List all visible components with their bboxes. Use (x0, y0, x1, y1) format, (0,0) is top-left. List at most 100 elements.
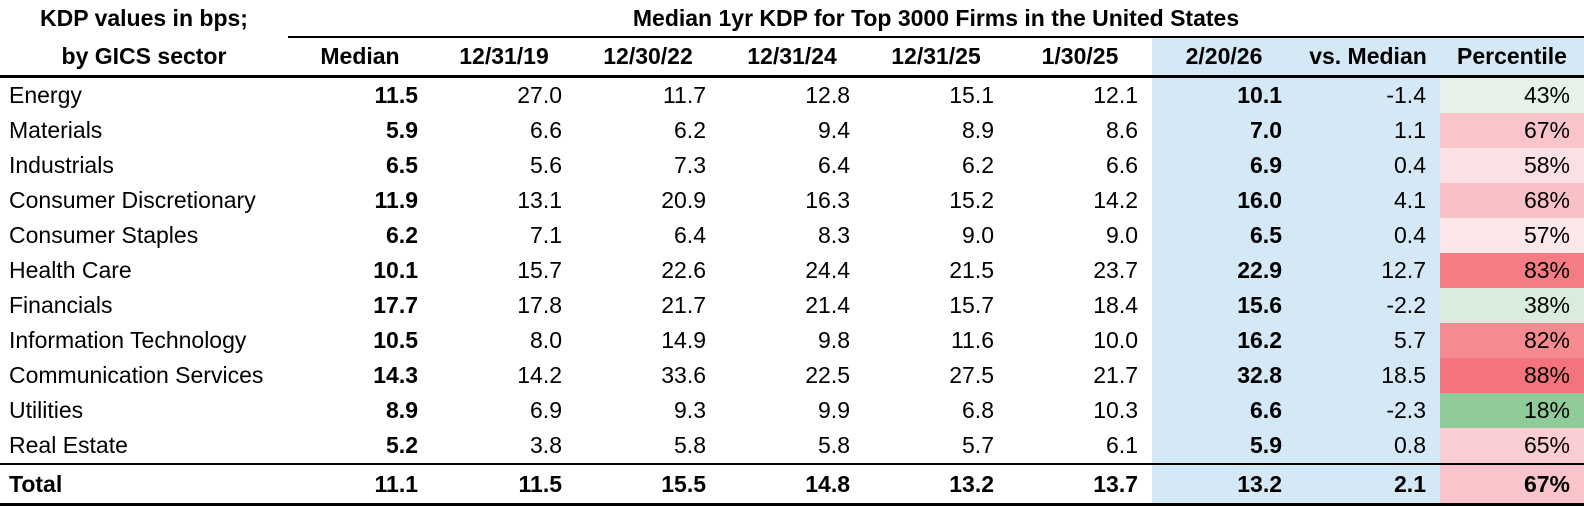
value-cell-12-31-25: 15.1 (949, 82, 994, 108)
value-cell-12-30-22: 5.8 (674, 432, 706, 458)
percentile-cell: 43% (1440, 76, 1584, 113)
vs-median-cell: 2.1 (1296, 463, 1440, 506)
value-cell-12-31-24: 21.4 (805, 292, 850, 318)
latest-value-cell: 22.9 (1152, 253, 1296, 288)
value-cell-12-31-25: 9.0 (962, 222, 994, 248)
value-cell-12-31-24: 12.8 (805, 82, 850, 108)
value-cell-12-31-25: 15.2 (949, 187, 994, 213)
table-row: Industrials 6.5 5.6 7.3 6.4 6.2 6.6 6.9 … (0, 148, 1584, 183)
sector-cell: Industrials (9, 152, 114, 178)
value-cell-1-30-25: 8.6 (1106, 117, 1138, 143)
value-cell-12-31-24: 6.4 (818, 152, 850, 178)
table-row: Total 11.1 11.5 15.5 14.8 13.2 13.7 13.2… (0, 463, 1584, 506)
value-cell-12-31-19: 13.1 (517, 187, 562, 213)
value-cell-12-31-24: 16.3 (805, 187, 850, 213)
table-row: Health Care 10.1 15.7 22.6 24.4 21.5 23.… (0, 253, 1584, 288)
value-cell-12-31-24: 24.4 (805, 257, 850, 283)
value-cell-1-30-25: 23.7 (1093, 257, 1138, 283)
value-cell-12-30-22: 33.6 (661, 362, 706, 388)
value-cell-12-30-22: 20.9 (661, 187, 706, 213)
value-cell-12-31-25: 5.7 (962, 432, 994, 458)
table-row: Utilities 8.9 6.9 9.3 9.9 6.8 10.3 6.6 -… (0, 393, 1584, 428)
title-row: KDP values in bps; Median 1yr KDP for To… (0, 0, 1584, 38)
value-cell-12-31-24: 9.4 (818, 117, 850, 143)
corner-label-line2: by GICS sector (0, 37, 288, 78)
value-cell-12-31-25: 11.6 (950, 327, 994, 353)
latest-value-cell: 16.2 (1152, 323, 1296, 358)
table-row: Information Technology 10.5 8.0 14.9 9.8… (0, 323, 1584, 358)
sector-cell: Consumer Staples (9, 222, 199, 248)
value-cell-12-31-24: 14.8 (720, 463, 864, 506)
col-header-2-20-26: 2/20/26 (1152, 37, 1296, 78)
value-cell-1-30-25: 9.0 (1106, 222, 1138, 248)
median-cell: 6.5 (386, 152, 418, 178)
vs-median-cell: 4.1 (1296, 183, 1440, 218)
value-cell-12-31-25: 6.8 (962, 397, 994, 423)
value-cell-12-31-25: 8.9 (962, 117, 994, 143)
value-cell-12-31-25: 21.5 (949, 257, 994, 283)
col-header-12-30-22: 12/30/22 (576, 37, 720, 78)
value-cell-12-31-19: 6.6 (530, 117, 562, 143)
value-cell-12-31-24: 9.9 (818, 397, 850, 423)
corner-label-line1: KDP values in bps; (40, 5, 248, 31)
table-row: Real Estate 5.2 3.8 5.8 5.8 5.7 6.1 5.9 … (0, 428, 1584, 464)
median-cell: 10.5 (373, 327, 418, 353)
sector-cell: Materials (9, 117, 103, 143)
table-row: Consumer Staples 6.2 7.1 6.4 8.3 9.0 9.0… (0, 218, 1584, 253)
latest-value-cell: 16.0 (1152, 183, 1296, 218)
percentile-cell: 67% (1440, 463, 1584, 506)
table-row: Consumer Discretionary 11.9 13.1 20.9 16… (0, 183, 1584, 218)
value-cell-12-30-22: 7.3 (674, 152, 706, 178)
value-cell-12-31-19: 8.0 (530, 327, 562, 353)
sector-cell: Total (0, 463, 288, 506)
latest-value-cell: 5.9 (1152, 428, 1296, 464)
col-header-12-31-25: 12/31/25 (864, 37, 1008, 78)
latest-value-cell: 32.8 (1152, 358, 1296, 393)
value-cell-12-30-22: 11.7 (662, 82, 706, 108)
latest-value-cell: 15.6 (1152, 288, 1296, 323)
sector-cell: Health Care (9, 257, 132, 283)
value-cell-12-31-19: 15.7 (517, 257, 562, 283)
value-cell-12-31-24: 9.8 (818, 327, 850, 353)
vs-median-cell: 0.4 (1296, 218, 1440, 253)
sector-cell: Real Estate (9, 432, 128, 458)
table-row: Materials 5.9 6.6 6.2 9.4 8.9 8.6 7.0 1.… (0, 113, 1584, 148)
value-cell-1-30-25: 6.6 (1106, 152, 1138, 178)
value-cell-1-30-25: 18.4 (1093, 292, 1138, 318)
column-header-row: by GICS sector Median 12/31/19 12/30/22 … (0, 37, 1584, 78)
table-row: Energy 11.5 27.0 11.7 12.8 15.1 12.1 10.… (0, 76, 1584, 113)
value-cell-12-31-25: 15.7 (949, 292, 994, 318)
table-body: Energy 11.5 27.0 11.7 12.8 15.1 12.1 10.… (0, 76, 1584, 506)
latest-value-cell: 6.6 (1152, 393, 1296, 428)
value-cell-12-30-22: 9.3 (674, 397, 706, 423)
sector-cell: Consumer Discretionary (9, 187, 256, 213)
sector-cell: Energy (9, 82, 82, 108)
vs-median-cell: 1.1 (1296, 113, 1440, 148)
table-row: Financials 17.7 17.8 21.7 21.4 15.7 18.4… (0, 288, 1584, 323)
median-cell: 8.9 (386, 397, 418, 423)
median-cell: 5.2 (386, 432, 418, 458)
vs-median-cell: -2.3 (1296, 393, 1440, 428)
latest-value-cell: 6.5 (1152, 218, 1296, 253)
value-cell-12-31-25: 6.2 (962, 152, 994, 178)
value-cell-12-31-24: 8.3 (818, 222, 850, 248)
latest-value-cell: 13.2 (1152, 463, 1296, 506)
value-cell-12-31-25: 27.5 (949, 362, 994, 388)
value-cell-12-30-22: 15.5 (576, 463, 720, 506)
percentile-cell: 82% (1440, 323, 1584, 358)
vs-median-cell: 0.4 (1296, 148, 1440, 183)
median-cell: 6.2 (386, 222, 418, 248)
median-cell: 11.5 (374, 82, 419, 108)
median-cell: 5.9 (386, 117, 418, 143)
table-title: Median 1yr KDP for Top 3000 Firms in the… (288, 0, 1584, 38)
value-cell-12-31-19: 27.0 (517, 82, 562, 108)
col-header-1-30-25: 1/30/25 (1008, 37, 1152, 78)
latest-value-cell: 7.0 (1152, 113, 1296, 148)
col-header-percentile: Percentile (1440, 37, 1584, 78)
percentile-cell: 88% (1440, 358, 1584, 393)
value-cell-12-30-22: 22.6 (661, 257, 706, 283)
value-cell-1-30-25: 14.2 (1093, 187, 1138, 213)
median-cell: 14.3 (373, 362, 418, 388)
percentile-cell: 57% (1440, 218, 1584, 253)
